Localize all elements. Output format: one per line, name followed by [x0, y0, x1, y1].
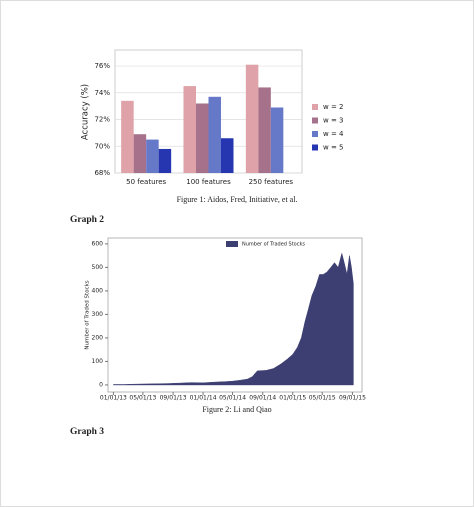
x-tick-label: 50 features: [126, 178, 166, 186]
y-axis-label: Number of Traded Stocks: [85, 280, 91, 349]
bar: [270, 107, 284, 173]
y-tick-label: 74%: [94, 89, 110, 97]
legend-swatch: [312, 131, 318, 137]
legend-swatch: [226, 241, 238, 247]
x-tick-label: 05/01/13: [129, 395, 156, 402]
y-tick-label: 76%: [94, 62, 110, 70]
legend-label: w = 5: [323, 144, 344, 152]
section-heading: Graph 3: [70, 427, 104, 437]
x-tick-label: 01/01/14: [190, 395, 217, 402]
plot-area: [107, 237, 363, 393]
legend-swatch: [312, 117, 318, 124]
x-tick-label: 250 features: [249, 178, 294, 186]
bar: [208, 96, 221, 173]
bar: [258, 87, 271, 173]
y-tick-label: 300: [92, 311, 104, 318]
figure-caption: Figure 2: Li and Qiao: [202, 405, 271, 414]
y-tick-label: 0: [99, 381, 103, 388]
bar: [146, 139, 159, 173]
y-tick-label: 100: [92, 358, 104, 365]
y-tick-label: 68%: [94, 169, 110, 177]
x-tick-label: 05/01/14: [219, 395, 246, 402]
legend-swatch: [312, 104, 318, 110]
legend-label: Number of Traded Stocks: [242, 242, 305, 248]
y-tick-label: 72%: [94, 116, 110, 124]
bar: [158, 148, 172, 173]
x-tick-label: 05/01/15: [309, 395, 336, 402]
bar: [196, 103, 209, 173]
x-tick-label: 09/01/13: [160, 395, 187, 402]
x-tick-label: 01/01/13: [100, 395, 127, 402]
bar: [221, 138, 234, 173]
legend-label: w = 3: [323, 117, 344, 125]
bar: [245, 64, 259, 173]
bar: [121, 100, 134, 173]
y-axis-label: Accuracy (%): [81, 84, 91, 140]
legend-swatch: [312, 144, 318, 151]
y-tick-label: 400: [92, 287, 104, 294]
x-tick-label: 09/01/15: [339, 395, 366, 402]
y-tick-label: 600: [92, 240, 104, 247]
figure-caption: Figure 1: Aidos, Fred, Initiative, et al…: [177, 195, 298, 204]
legend-label: w = 4: [323, 130, 344, 138]
bar: [183, 86, 196, 173]
x-tick-label: 100 features: [186, 178, 231, 186]
legend-label: w = 2: [323, 103, 344, 111]
x-tick-label: 09/01/14: [249, 395, 276, 402]
section-heading: Graph 2: [70, 215, 104, 225]
y-tick-label: 200: [92, 334, 104, 341]
area: [113, 253, 354, 386]
y-tick-label: 70%: [94, 142, 110, 150]
x-tick-label: 01/01/15: [279, 395, 306, 402]
bar: [133, 134, 147, 173]
y-tick-label: 500: [92, 264, 104, 271]
